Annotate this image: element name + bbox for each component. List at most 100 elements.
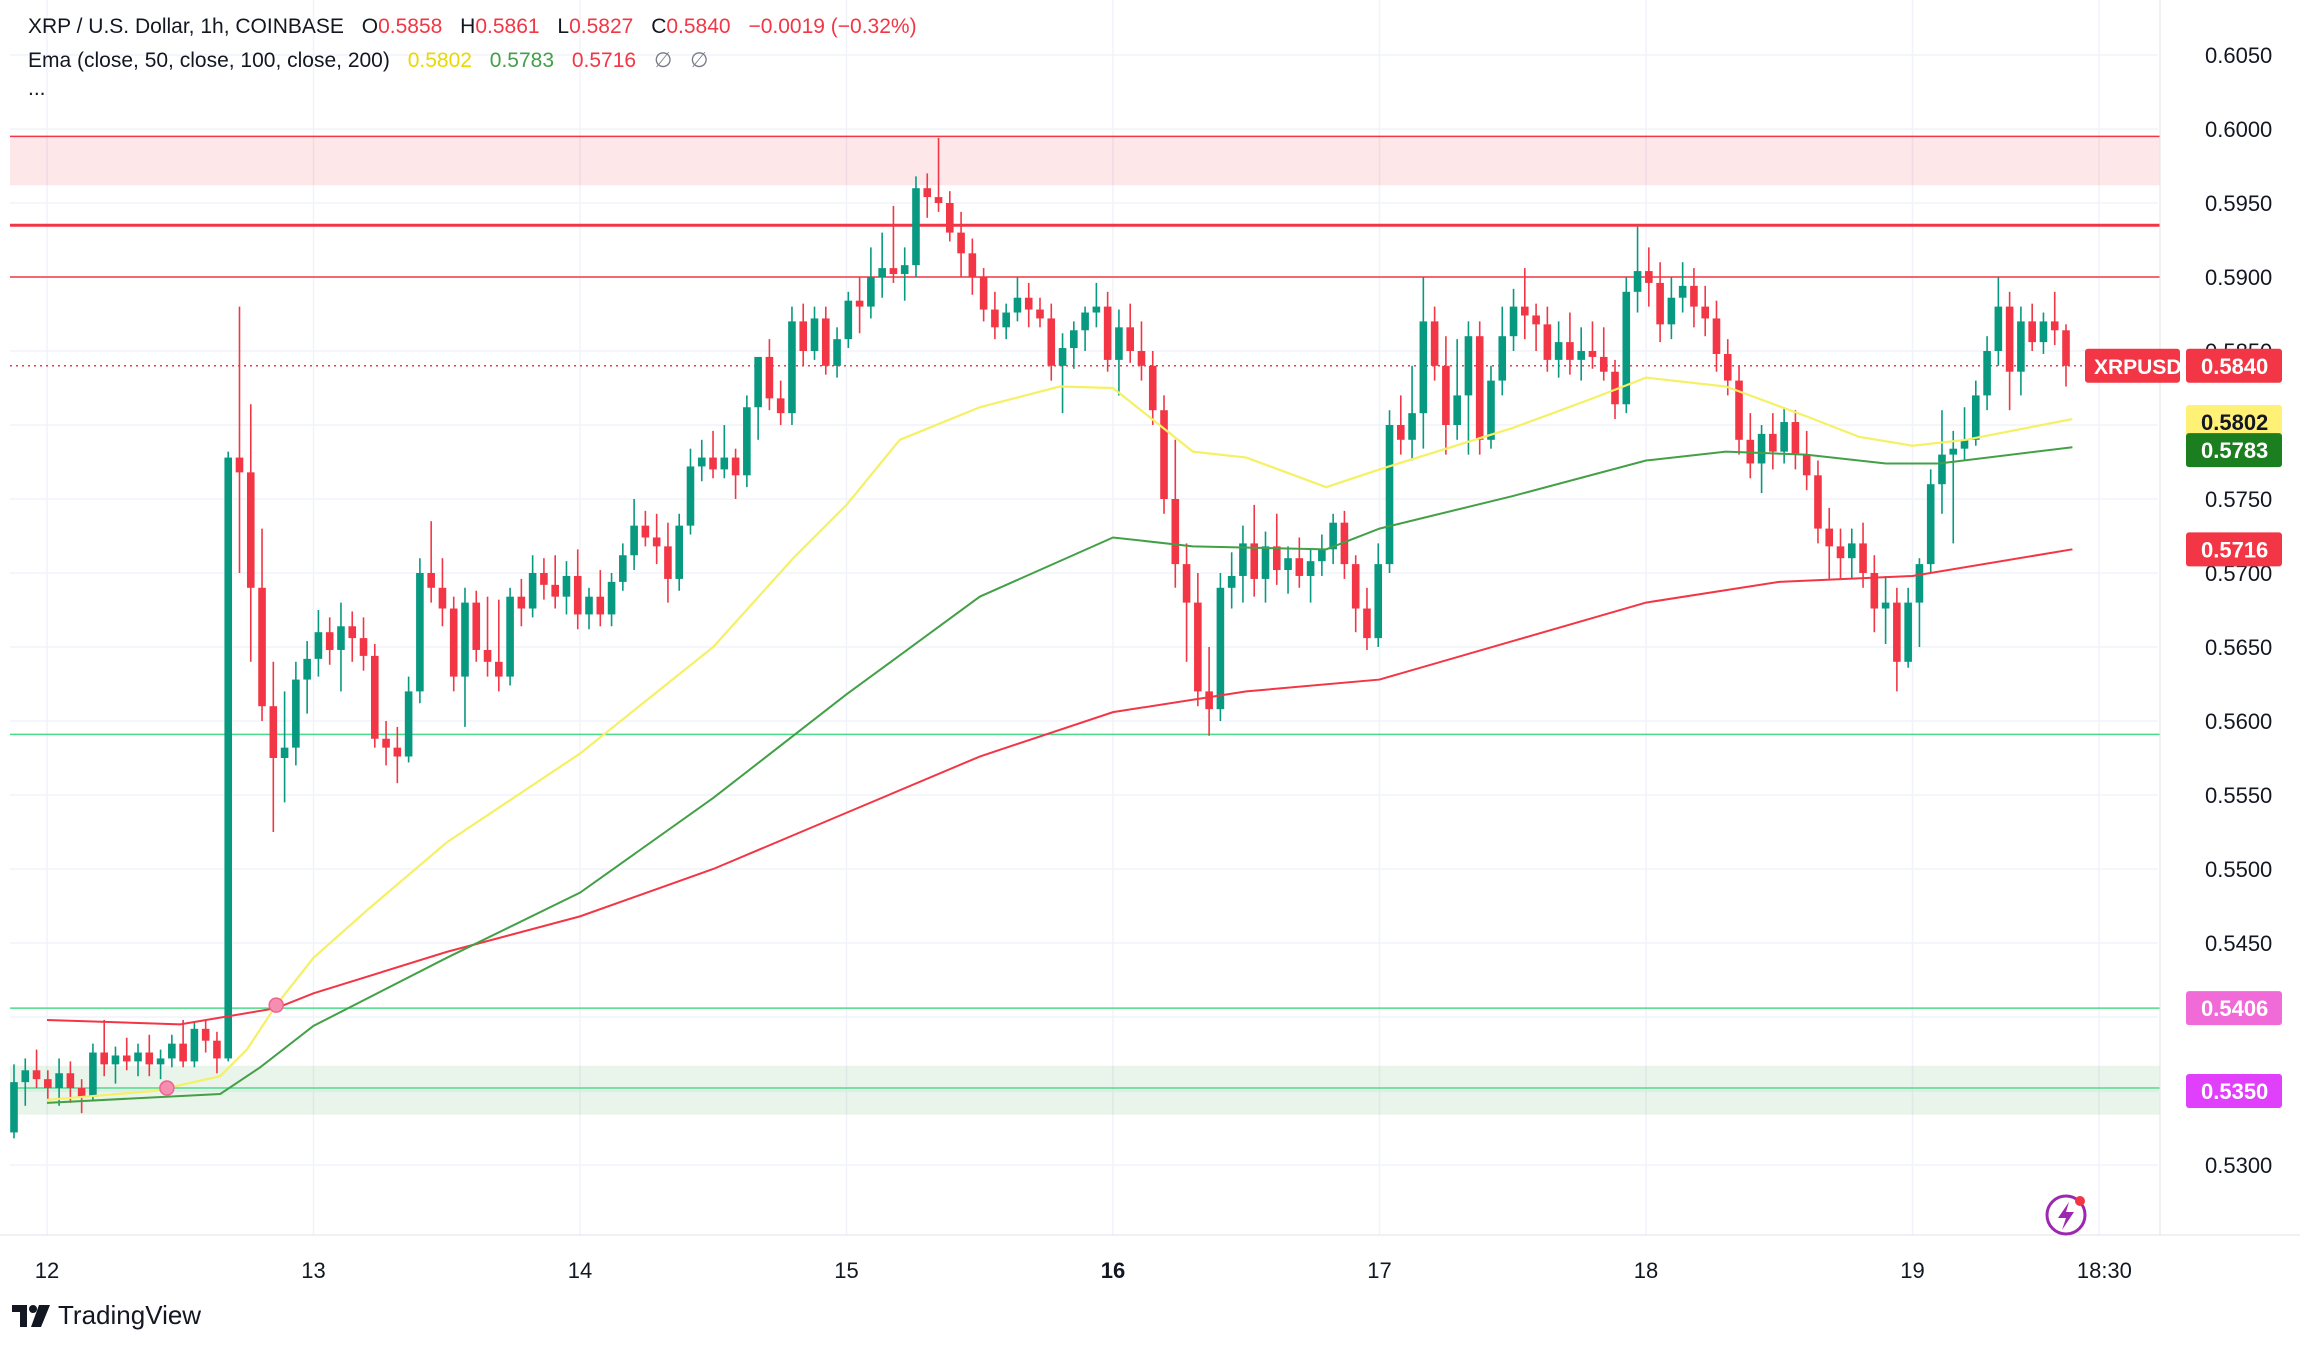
- candle-body: [1250, 543, 1259, 579]
- candle: [1847, 528, 1856, 579]
- candle: [168, 1034, 176, 1068]
- tradingview-footer[interactable]: TradingView: [12, 1300, 201, 1331]
- candle: [100, 1019, 108, 1077]
- candle-body: [1802, 454, 1811, 476]
- candle-body: [213, 1040, 221, 1059]
- candle-body: [1847, 543, 1856, 559]
- price-tick-label: 0.5600: [2205, 709, 2272, 734]
- candle-body: [2039, 321, 2048, 343]
- candle: [258, 528, 266, 721]
- candle: [1735, 365, 1743, 455]
- candle-body: [337, 626, 345, 650]
- candle: [156, 1049, 165, 1080]
- candle-body: [1058, 348, 1067, 366]
- candle-body: [1194, 602, 1202, 692]
- candle: [1791, 410, 1800, 470]
- candle-body: [1532, 315, 1540, 325]
- price-tag: [2186, 1074, 2282, 1108]
- candle: [562, 561, 571, 615]
- candle: [224, 451, 233, 1062]
- candle-body: [190, 1028, 199, 1062]
- candle-body: [1227, 575, 1236, 588]
- candle: [1374, 543, 1383, 647]
- candle-body: [855, 300, 864, 307]
- legend-ema-row: Ema (close, 50, close, 100, close, 200) …: [28, 44, 917, 78]
- candle-body: [957, 232, 965, 254]
- candle: [528, 555, 537, 618]
- candle-body: [1453, 395, 1461, 425]
- candle-body: [1915, 564, 1924, 603]
- candle-body: [404, 691, 413, 757]
- symbol-title[interactable]: XRP / U.S. Dollar, 1h, COINBASE: [28, 15, 344, 38]
- candle-body: [1047, 318, 1056, 366]
- candle-body: [923, 188, 932, 198]
- candle: [1588, 321, 1597, 369]
- close-label: C: [651, 15, 667, 38]
- candle: [946, 191, 954, 242]
- candle-body: [946, 203, 954, 233]
- candle-body: [607, 581, 616, 615]
- candle: [201, 1019, 210, 1053]
- candle: [1532, 303, 1540, 351]
- legend-more-button[interactable]: ...: [28, 77, 46, 100]
- ema-indicator-label[interactable]: Ema (close, 50, close, 100, close, 200): [28, 49, 390, 72]
- candle-body: [1690, 285, 1698, 307]
- candle-body: [1498, 336, 1507, 381]
- candle: [314, 610, 323, 677]
- candle-body: [44, 1079, 52, 1089]
- candle: [551, 555, 559, 609]
- candle-body: [1938, 454, 1946, 485]
- price-label: XRPUSD 0.5840: [2085, 348, 2282, 383]
- candle: [1081, 306, 1089, 351]
- candle-body: [562, 575, 571, 597]
- price-tag: [2186, 433, 2282, 468]
- candle-body: [968, 253, 977, 277]
- price-tick-label: 0.5300: [2205, 1153, 2272, 1178]
- candle: [833, 327, 841, 378]
- candle: [1926, 469, 1935, 573]
- candle-body: [382, 738, 390, 748]
- candle-body: [1814, 475, 1822, 529]
- candle-body: [168, 1043, 176, 1059]
- candle: [1250, 504, 1259, 597]
- candle: [731, 448, 740, 499]
- candle: [1363, 587, 1371, 650]
- candle: [1599, 327, 1608, 381]
- candle: [1893, 587, 1901, 692]
- candle-body: [111, 1055, 120, 1065]
- candle-body: [709, 457, 717, 470]
- candle-body: [754, 356, 762, 408]
- candle-body: [1678, 285, 1687, 298]
- candle-body: [1645, 271, 1653, 283]
- ema50-line: [46, 376, 2073, 1101]
- candle-body: [461, 602, 469, 677]
- candle: [483, 596, 492, 677]
- candle: [213, 1031, 221, 1074]
- candle-body: [991, 309, 999, 328]
- candle: [1419, 277, 1428, 449]
- candle-body: [1024, 297, 1033, 310]
- candle-body: [821, 318, 830, 366]
- candle: [89, 1043, 97, 1100]
- candle: [1126, 303, 1134, 363]
- candle-body: [1070, 330, 1078, 349]
- candle: [44, 1070, 52, 1100]
- candle: [348, 611, 357, 662]
- candle-body: [21, 1070, 30, 1083]
- candle-body: [1013, 297, 1022, 313]
- candles: [10, 137, 2070, 1139]
- candle-body: [2028, 321, 2036, 343]
- candle: [1453, 339, 1461, 440]
- candle-body: [641, 525, 650, 538]
- candle-body: [1656, 282, 1664, 325]
- ema50-value: 0.5802: [407, 49, 472, 72]
- candle: [66, 1061, 75, 1103]
- candle-body: [1306, 561, 1315, 576]
- candle: [1746, 413, 1755, 479]
- price-tick-label: 0.6050: [2205, 43, 2272, 68]
- candle-body: [224, 457, 233, 1059]
- candle: [1408, 365, 1416, 461]
- candle-body: [1216, 587, 1225, 710]
